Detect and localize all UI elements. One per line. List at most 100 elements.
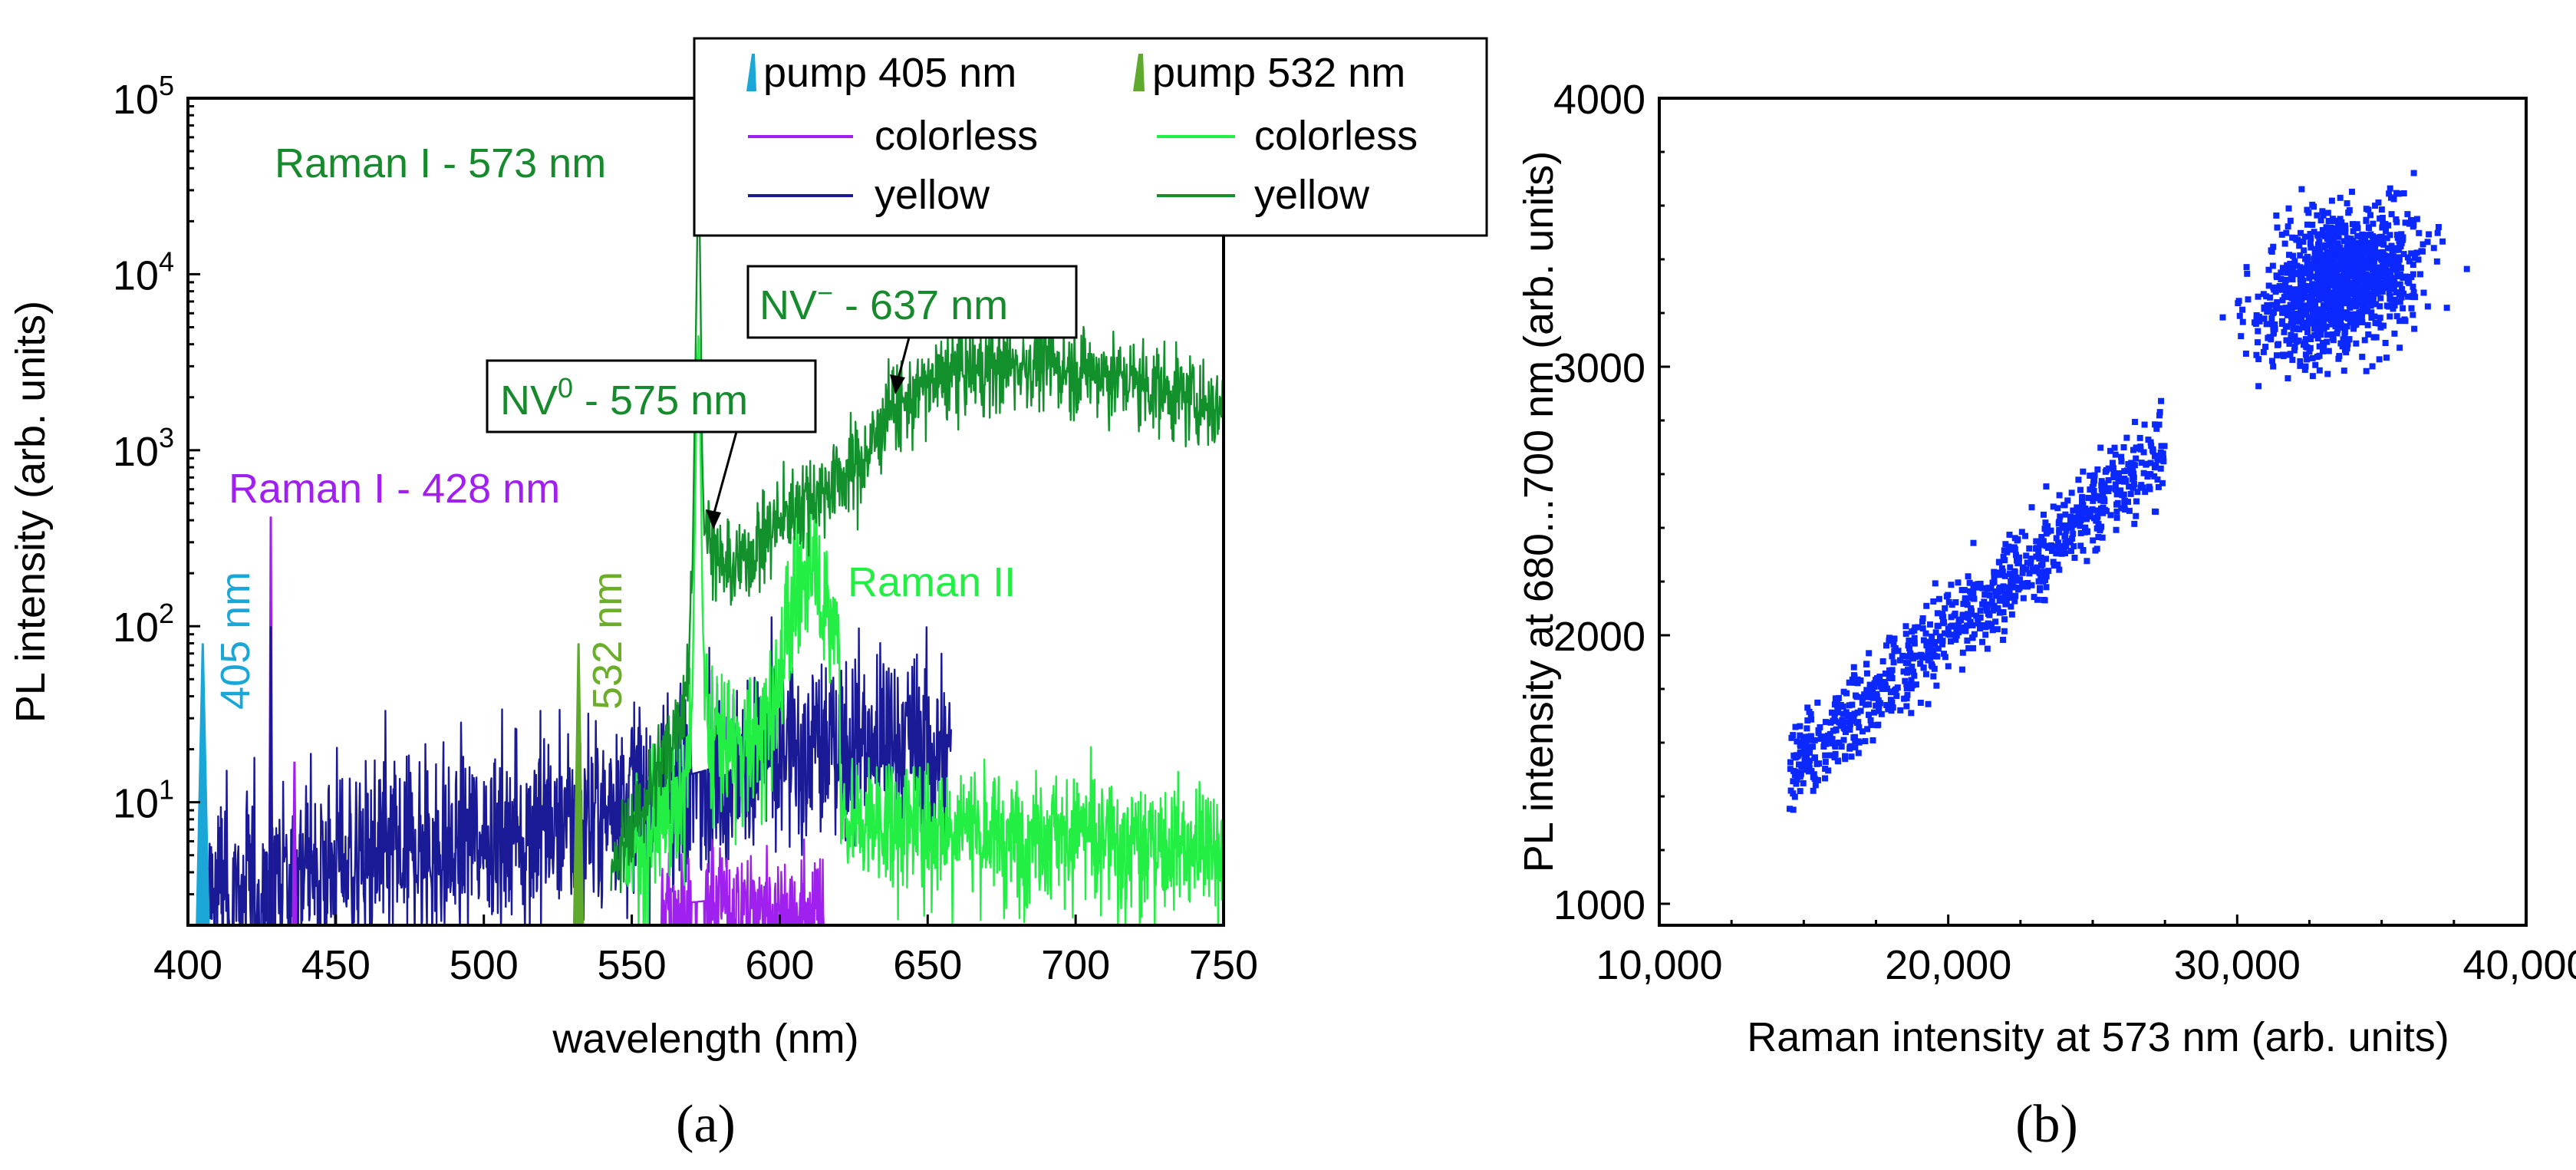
scatter-point <box>2326 236 2333 242</box>
scatter-point <box>2384 245 2391 252</box>
scatter-point <box>1867 686 1874 693</box>
scatter-point <box>1860 728 1866 735</box>
scatter-point <box>1945 663 1952 670</box>
scatter-point <box>1919 654 1925 661</box>
scatter-point <box>1971 631 1978 638</box>
scatter-point <box>2286 252 2293 259</box>
x-tick-label: 600 <box>745 942 814 988</box>
scatter-point <box>2296 242 2303 249</box>
scatter-point <box>2097 496 2104 503</box>
scatter-point <box>1794 776 1800 783</box>
scatter-point <box>2387 232 2393 239</box>
scatter-point <box>2097 493 2104 499</box>
scatter-point <box>2346 302 2353 309</box>
scatter-point <box>2239 318 2246 325</box>
scatter-point <box>1988 621 1995 628</box>
scatter-point <box>1991 605 1998 612</box>
scatter-point <box>2365 206 2372 213</box>
scatter-point <box>1948 622 1955 629</box>
scatter-point <box>1906 637 1912 644</box>
scatter-point <box>2117 487 2124 494</box>
scatter-point <box>2383 235 2390 242</box>
scatter-point <box>2324 285 2331 292</box>
scatter-point <box>2376 268 2383 275</box>
scatter-point <box>2393 258 2400 265</box>
scatter-point <box>1852 679 1859 686</box>
scatter-point <box>2077 542 2084 549</box>
scatter-point <box>2100 504 2107 511</box>
scatter-point <box>2297 229 2304 236</box>
scatter-point <box>2390 279 2397 286</box>
scatter-point <box>1904 669 1911 676</box>
scatter-point <box>2309 373 2316 380</box>
panel-a-caption: (a) <box>676 1095 736 1154</box>
scatter-point <box>1927 642 1934 649</box>
scatter-point <box>1932 653 1939 660</box>
scatter-point <box>2409 292 2416 299</box>
scatter-point <box>2311 298 2317 305</box>
scatter-point <box>2365 331 2372 338</box>
scatter-point <box>1877 683 1884 690</box>
scatter-point <box>1945 598 1952 605</box>
scatter-point <box>2121 468 2128 475</box>
scatter-point <box>1802 751 1809 758</box>
scatter-point <box>2000 553 2007 560</box>
scatter-point <box>2133 455 2140 462</box>
scatter-point <box>2369 363 2376 370</box>
scatter-point <box>1882 671 1889 677</box>
scatter-point <box>2400 290 2407 297</box>
scatter-point <box>2281 294 2288 301</box>
scatter-point <box>2314 291 2321 298</box>
scatter-point <box>2255 383 2262 390</box>
panel-b-plot-area <box>1787 170 2470 813</box>
scatter-point <box>2130 483 2136 490</box>
scatter-point <box>1996 609 2003 616</box>
scatter-point <box>2087 472 2093 479</box>
scatter-point <box>1885 706 1892 713</box>
scatter-point <box>2265 266 2272 273</box>
scatter-point <box>1871 680 1878 687</box>
scatter-point <box>2331 282 2338 289</box>
scatter-point <box>2340 367 2347 374</box>
scatter-point <box>2378 233 2385 240</box>
scatter-point <box>1842 756 1849 763</box>
scatter-point <box>2037 569 2044 575</box>
scatter-point <box>2337 261 2344 268</box>
scatter-point <box>2153 425 2160 432</box>
scatter-point <box>2043 573 2050 580</box>
scatter-point <box>2047 527 2054 534</box>
scatter-point <box>2364 274 2370 281</box>
scatter-point <box>2287 351 2294 358</box>
scatter-point <box>2410 283 2416 290</box>
scatter-point <box>2037 575 2044 582</box>
scatter-point <box>1911 640 1918 647</box>
scatter-point <box>2317 331 2324 338</box>
scatter-point <box>2288 275 2294 282</box>
scatter-point <box>2133 512 2140 519</box>
scatter-point <box>1995 570 2002 577</box>
scatter-point <box>2344 295 2350 302</box>
scatter-point <box>2056 492 2063 499</box>
scatter-point <box>1863 701 1869 708</box>
scatter-point <box>2327 308 2334 315</box>
scatter-point <box>2037 562 2044 569</box>
scatter-point <box>2287 292 2294 299</box>
scatter-point <box>2297 362 2304 369</box>
scatter-point <box>2038 533 2045 540</box>
scatter-point <box>1791 793 1798 800</box>
scatter-point <box>2314 267 2321 274</box>
scatter-point <box>1905 642 1912 649</box>
scatter-point <box>2367 242 2373 249</box>
scatter-point <box>2393 246 2400 253</box>
scatter-point <box>2359 238 2366 245</box>
scatter-point <box>2000 583 2007 590</box>
scatter-point <box>2288 331 2294 338</box>
scatter-point <box>1794 738 1800 745</box>
scatter-point <box>1830 740 1837 746</box>
scatter-point <box>1939 611 1946 618</box>
scatter-point <box>2235 300 2242 307</box>
scatter-point <box>2107 447 2114 454</box>
scatter-point <box>2363 367 2370 374</box>
scatter-point <box>2329 292 2336 299</box>
scatter-point <box>2283 276 2290 283</box>
